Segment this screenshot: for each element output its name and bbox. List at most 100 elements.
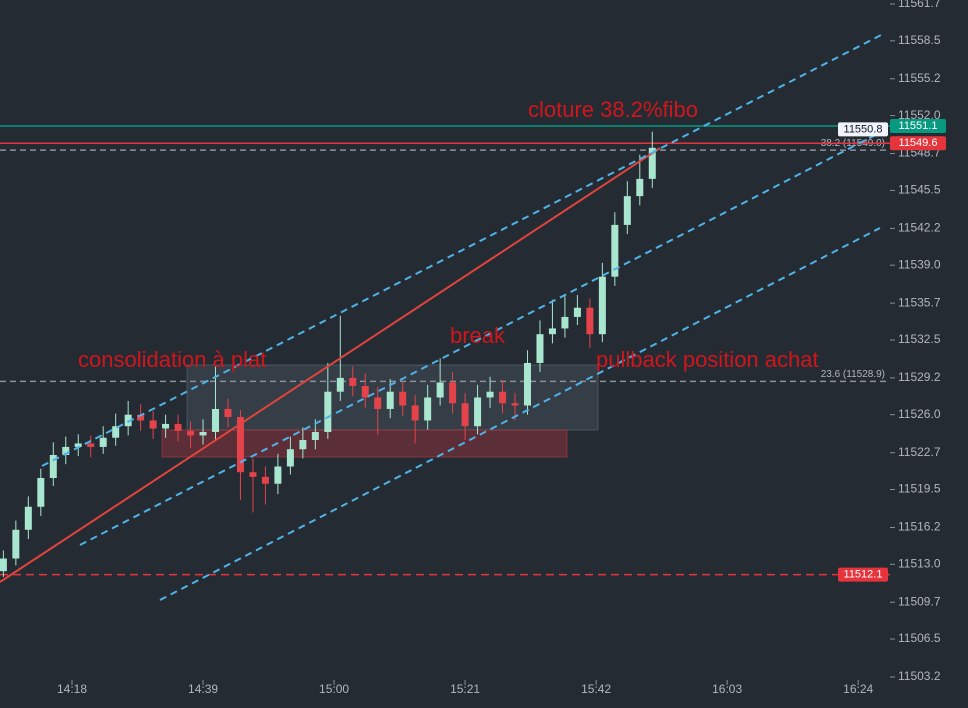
y-tick-label: 11558.5 (898, 33, 941, 47)
y-tick-label: 11509.7 (898, 594, 941, 608)
candle-body (474, 397, 482, 427)
candle-body (499, 391, 507, 404)
candle-body (112, 426, 120, 438)
candle-body (137, 414, 145, 421)
y-tick-label: 11516.2 (898, 520, 941, 534)
candles (0, 131, 656, 577)
candle-body (187, 430, 195, 436)
y-tick-label: 11552.0 (898, 108, 941, 122)
y-tick-label: 11555.2 (898, 71, 941, 85)
candle-body (311, 431, 319, 441)
candle-body (598, 276, 606, 335)
annotation: pullback position achat (596, 347, 819, 372)
candle-body (461, 403, 469, 427)
candle-body (299, 440, 307, 450)
x-tick-label: 16:24 (843, 682, 873, 696)
candle-body (249, 472, 257, 477)
candle-body (561, 316, 569, 329)
x-tick-label: 15:42 (581, 682, 611, 696)
price-tag (838, 122, 888, 137)
candle-body (486, 391, 494, 398)
trend-line (0, 147, 661, 583)
candle-body (361, 385, 369, 398)
axes: 11561.711558.511555.211552.011548.711545… (57, 0, 946, 696)
candle-body (199, 431, 207, 436)
candle-body (49, 454, 57, 478)
y-tick-label: 11526.0 (898, 407, 941, 421)
channel-line (159, 227, 881, 601)
candle-body (87, 443, 95, 447)
annotation: cloture 38.2%fibo (528, 97, 698, 122)
x-tick-label: 15:00 (319, 682, 349, 696)
price-tag (890, 136, 946, 151)
y-tick-label: 11542.2 (898, 221, 941, 235)
candle-body (62, 446, 70, 455)
candle-body (623, 196, 631, 225)
y-tick-label: 11539.0 (898, 257, 941, 271)
price-tag-label: 11549.6 (899, 137, 938, 149)
price-tag-label: 11512.1 (844, 569, 883, 581)
y-tick-label: 11503.2 (898, 669, 941, 683)
candle-body (37, 477, 45, 507)
candle-body (99, 437, 107, 447)
candle-body (411, 405, 419, 421)
y-tick-label: 11545.5 (898, 183, 941, 197)
candle-body (636, 178, 644, 197)
y-tick-label: 11522.7 (898, 445, 941, 459)
candle-body (449, 382, 457, 404)
candle-body (586, 307, 594, 335)
candle-body (162, 423, 170, 429)
candle-body (374, 397, 382, 409)
candle-body (573, 307, 581, 317)
candle-body (536, 334, 544, 363)
candle-body (436, 382, 444, 398)
candle-body (386, 391, 394, 409)
candle-body (24, 506, 32, 530)
channel-line (79, 129, 886, 546)
annotation: break (450, 323, 506, 348)
candle-body (286, 449, 294, 467)
y-tick-label: 11506.5 (898, 631, 941, 645)
price-tag-label: 11550.8 (844, 123, 883, 135)
candle-body (0, 558, 7, 572)
candle-body (648, 147, 656, 179)
candle-body (12, 529, 20, 559)
y-tick-label: 11561.7 (898, 0, 941, 10)
x-tick-label: 15:21 (450, 682, 480, 696)
candle-body (224, 408, 232, 418)
candle-body (261, 476, 269, 484)
candle-body (523, 362, 531, 406)
candle-body (236, 417, 244, 473)
candle-body (174, 423, 182, 431)
fib-label: 23.6 (11528.9) (821, 369, 885, 380)
x-tick-label: 14:18 (57, 682, 87, 696)
support-zone (161, 429, 568, 458)
x-tick-label: 14:39 (188, 682, 218, 696)
y-tick-label: 11532.5 (898, 332, 941, 346)
candle-body (336, 377, 344, 392)
y-tick-label: 11513.0 (898, 556, 941, 570)
annotation: consolidation à plat (78, 347, 266, 372)
candle-body (212, 408, 220, 432)
candle-body (349, 377, 357, 386)
candle-body (511, 403, 519, 406)
channel-line (41, 32, 886, 467)
candle-body (149, 420, 157, 429)
y-tick-label: 11529.2 (898, 370, 941, 384)
levels: 38.2 (11549.0)23.6 (11528.9) (0, 125, 890, 576)
candle-body (74, 443, 82, 447)
y-tick-label: 11519.5 (898, 482, 941, 496)
price-tag (890, 118, 946, 133)
candle-body (424, 397, 432, 421)
x-tick-label: 16:03 (712, 682, 742, 696)
candle-body (274, 466, 282, 484)
candle-body (611, 224, 619, 277)
y-tick-label: 11535.7 (898, 295, 941, 309)
candle-body (548, 328, 556, 335)
candle-body (324, 391, 332, 432)
candle-body (124, 414, 132, 427)
candle-body (399, 391, 407, 406)
price-tag (838, 567, 888, 582)
